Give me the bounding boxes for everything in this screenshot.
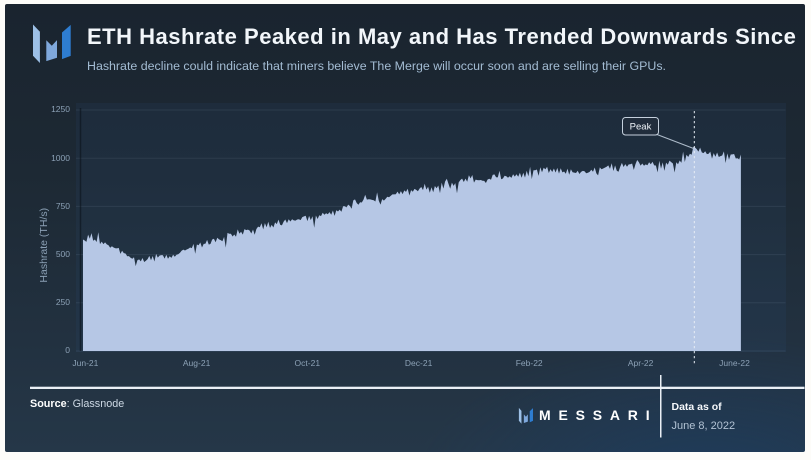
svg-text:Peak: Peak xyxy=(630,122,652,133)
